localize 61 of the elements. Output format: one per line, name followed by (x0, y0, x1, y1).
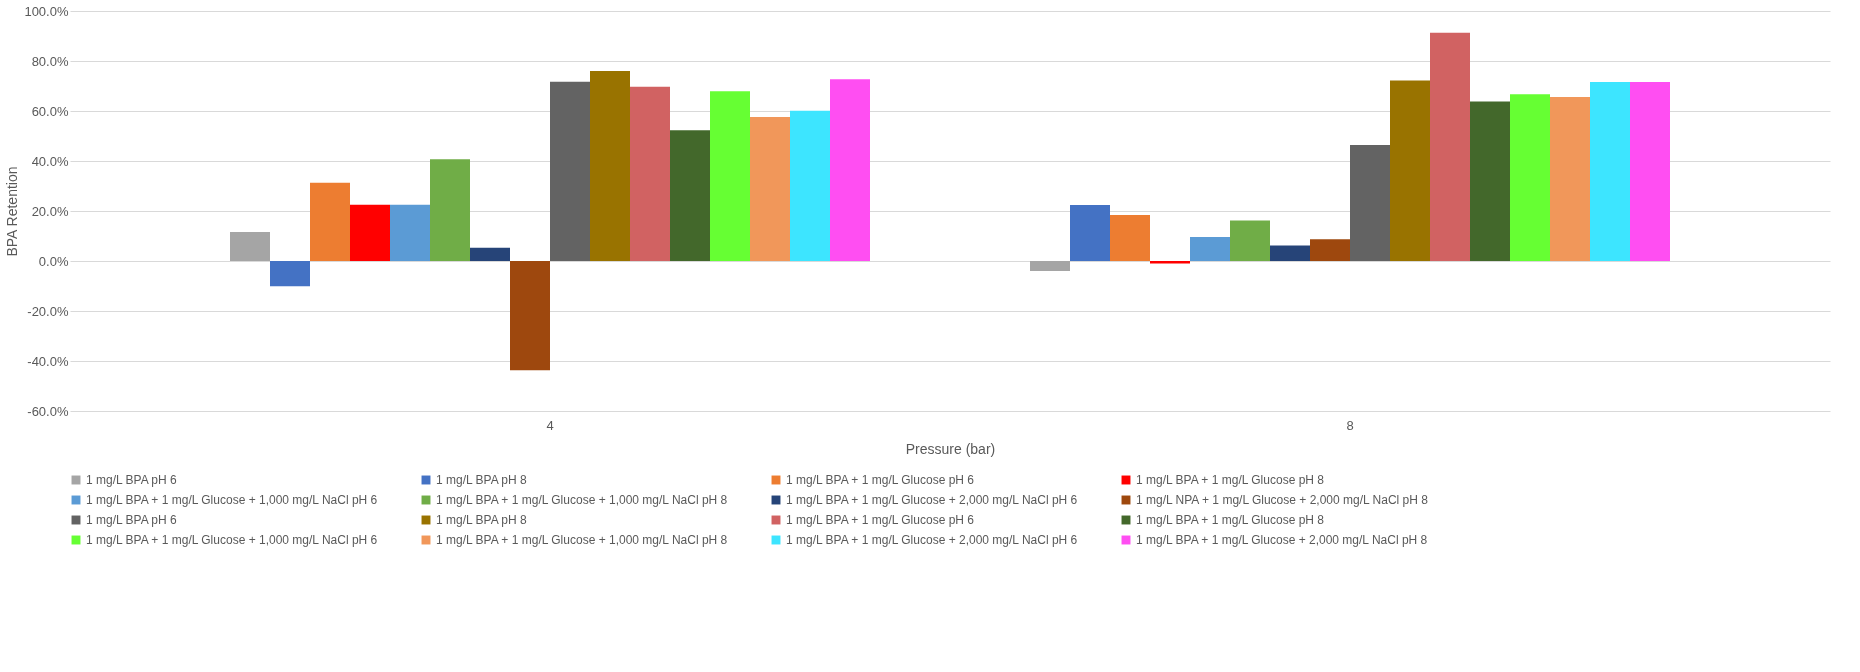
bar (470, 247, 510, 261)
x-tick-label: 4 (546, 417, 554, 433)
bar (550, 81, 590, 261)
bar (230, 232, 270, 261)
x-tick-label: 8 (1346, 417, 1354, 433)
bar (1310, 239, 1350, 261)
legend-label: 1 mg/L BPA + 1 mg/L Glucose pH 8 (1136, 473, 1325, 487)
legend-label: 1 mg/L BPA + 1 mg/L Glucose pH 8 (1136, 513, 1325, 527)
y-tick-label: 0.0% (38, 253, 69, 269)
bar (1510, 94, 1550, 261)
y-tick-label: 60.0% (31, 103, 69, 119)
bar (1390, 80, 1430, 261)
legend-label: 1 mg/L BPA pH 6 (86, 513, 178, 527)
legend-label: 1 mg/L BPA + 1 mg/L Glucose pH 6 (786, 473, 975, 487)
bar (590, 71, 630, 261)
y-tick-label: 100.0% (24, 3, 69, 19)
bar (430, 159, 470, 261)
legend-label: 1 mg/L BPA + 1 mg/L Glucose + 2,000 mg/L NaCl pH 8 (1136, 533, 1428, 547)
y-tick-label: -60.0% (27, 403, 69, 419)
legend-label: 1 mg/L BPA + 1 mg/L Glucose + 1,000 mg/L NaCl pH 6 (86, 533, 378, 547)
legend-label: 1 mg/L BPA + 1 mg/L Glucose + 1,000 mg/L NaCl pH 8 (436, 493, 728, 507)
bar (1470, 101, 1510, 261)
bar (1110, 215, 1150, 261)
bar (1630, 82, 1670, 261)
y-axis-title: BPA Retention (4, 166, 21, 257)
bar (1150, 261, 1190, 264)
y-tick-label: 20.0% (31, 203, 69, 219)
bar (830, 79, 870, 261)
legend-label: 1 mg/L BPA pH 8 (436, 473, 528, 487)
bar (1190, 237, 1230, 261)
legend-label: 1 mg/L BPA + 1 mg/L Glucose + 1,000 mg/L NaCl pH 8 (436, 533, 728, 547)
bar (710, 91, 750, 261)
legend-label: 1 mg/L BPA + 1 mg/L Glucose + 2,000 mg/L NaCl pH 6 (786, 493, 1078, 507)
bar (350, 204, 390, 261)
y-tick-label: 80.0% (31, 53, 69, 69)
bar (1270, 245, 1310, 261)
bar (1430, 32, 1470, 261)
bar (670, 130, 710, 261)
bar (390, 204, 430, 261)
bar (1550, 97, 1590, 261)
y-tick-label: 40.0% (31, 153, 69, 169)
bar (310, 182, 350, 261)
bar (1030, 261, 1070, 271)
legend-label: 1 mg/L BPA + 1 mg/L Glucose pH 6 (786, 513, 975, 527)
legend-label: 1 mg/L BPA + 1 mg/L Glucose + 2,000 mg/L NaCl pH 6 (786, 533, 1078, 547)
legend-label: 1 mg/L NPA + 1 mg/L Glucose + 2,000 mg/L NaCl pH 8 (1136, 493, 1429, 507)
bar (630, 86, 670, 261)
bar (750, 117, 790, 261)
bar (790, 110, 830, 261)
bar (1070, 205, 1110, 261)
legend-label: 1 mg/L BPA pH 8 (436, 513, 528, 527)
y-tick-label: -20.0% (27, 303, 69, 319)
bar (510, 261, 550, 371)
bar (1590, 82, 1630, 261)
bar (270, 261, 310, 287)
x-axis-title: Pressure (bar) (905, 440, 996, 457)
bar (1230, 220, 1270, 261)
y-tick-label: -40.0% (27, 353, 69, 369)
legend-label: 1 mg/L BPA pH 6 (86, 473, 178, 487)
bar (1350, 145, 1390, 261)
legend-label: 1 mg/L BPA + 1 mg/L Glucose + 1,000 mg/L NaCl pH 6 (86, 493, 378, 507)
